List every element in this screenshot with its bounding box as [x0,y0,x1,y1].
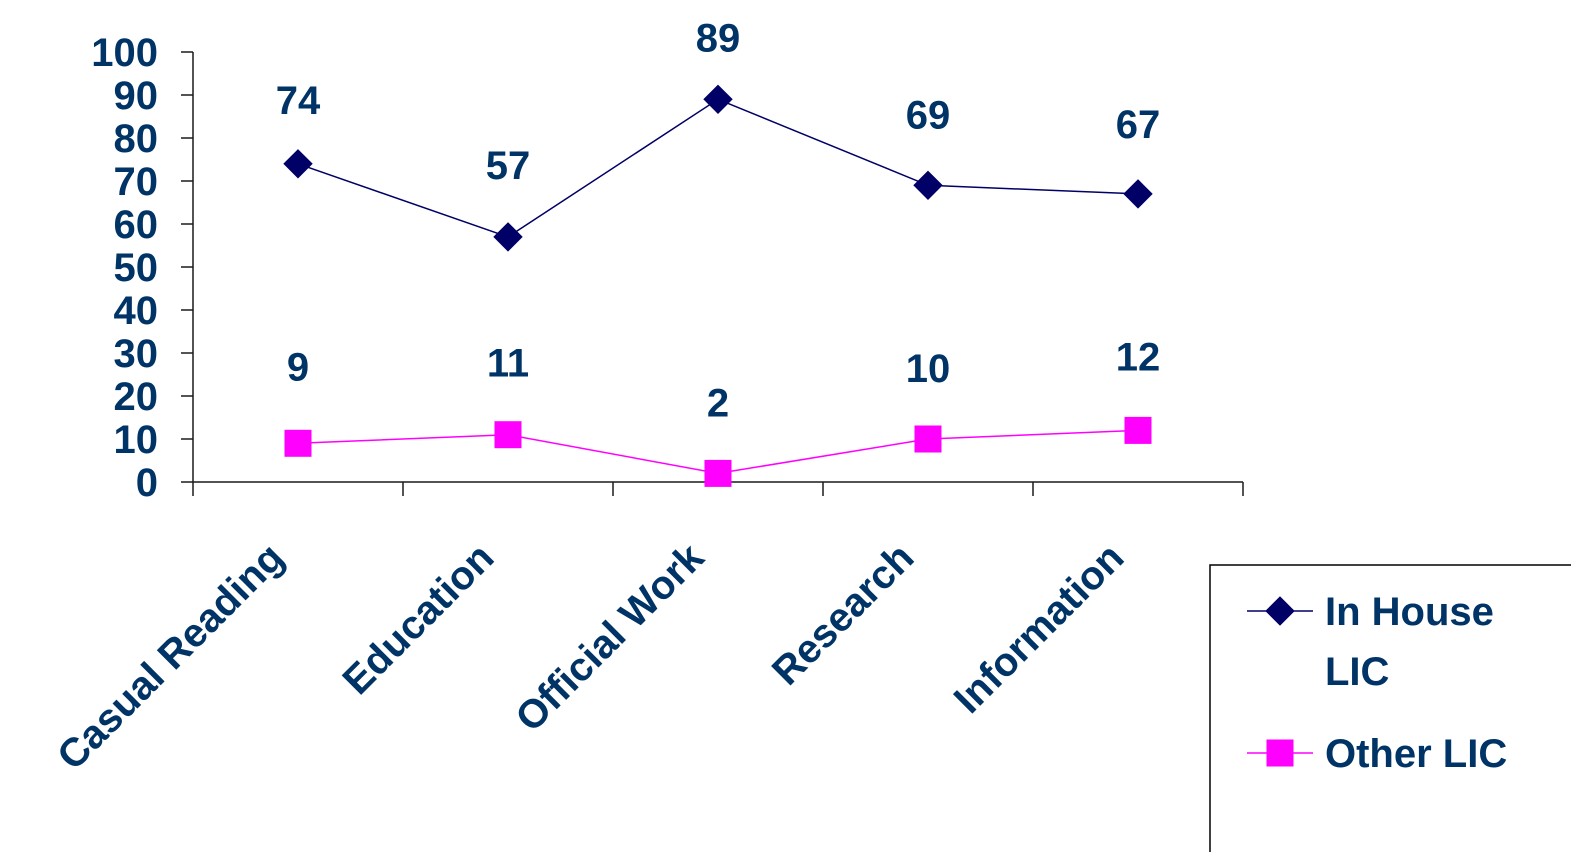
series-square: 9 11 2 10 12 [284,335,1161,487]
legend-entry: In House LIC [1247,590,1494,694]
data-label: 10 [906,347,951,391]
data-point-diamond [1123,179,1153,209]
data-label: 74 [276,79,321,123]
y-tick-label: 0 [136,461,158,505]
data-label: 11 [487,342,529,386]
x-category-label: Education [335,535,503,703]
data-point-diamond [913,170,943,201]
series-line [297,98,1139,238]
y-tick-label: 90 [114,74,159,118]
y-tick-label: 50 [114,246,159,290]
x-axis: Casual Reading Education Official Work Rese… [49,481,1244,779]
data-label: 89 [696,16,741,60]
legend-label: In House [1325,590,1494,634]
y-tick-label: 70 [114,160,159,204]
legend-label: Other LIC [1325,732,1507,776]
y-tick-label: 10 [114,418,159,462]
data-label: 9 [287,345,309,389]
data-point-square [494,421,522,449]
legend: In House LIC Other LIC [1209,564,1571,852]
data-point-diamond [703,84,733,115]
x-category-label: Official Work [507,535,713,741]
data-point-square [704,459,732,487]
y-tick-label: 60 [114,203,159,247]
data-label: 12 [1116,335,1161,379]
data-point-diamond [283,149,313,179]
data-point-diamond [493,222,523,252]
data-label: 2 [707,381,729,425]
legend-marker-diamond [1265,596,1295,626]
x-category-label: Information [946,535,1133,722]
data-label: 69 [906,93,951,137]
legend-label: LIC [1325,650,1389,694]
series-diamond: 74 57 89 69 67 [276,16,1161,252]
y-tick-label: 100 [91,31,158,75]
y-tick-label: 80 [114,117,159,161]
y-tick-label: 20 [114,375,159,419]
y-tick-label: 30 [114,332,159,376]
data-point-square [284,429,312,457]
data-label: 57 [486,144,531,188]
legend-marker-square [1266,739,1294,767]
data-point-square [1124,416,1152,444]
data-label: 67 [1116,103,1161,147]
legend-entry: Other LIC [1247,732,1507,776]
x-category-label: Research [764,535,922,693]
series-layer: 74 57 89 69 67 9 11 2 10 12 [276,16,1161,487]
x-category-label: Casual Reading [49,535,292,778]
data-point-square [914,425,942,453]
y-tick-label: 40 [114,289,159,333]
